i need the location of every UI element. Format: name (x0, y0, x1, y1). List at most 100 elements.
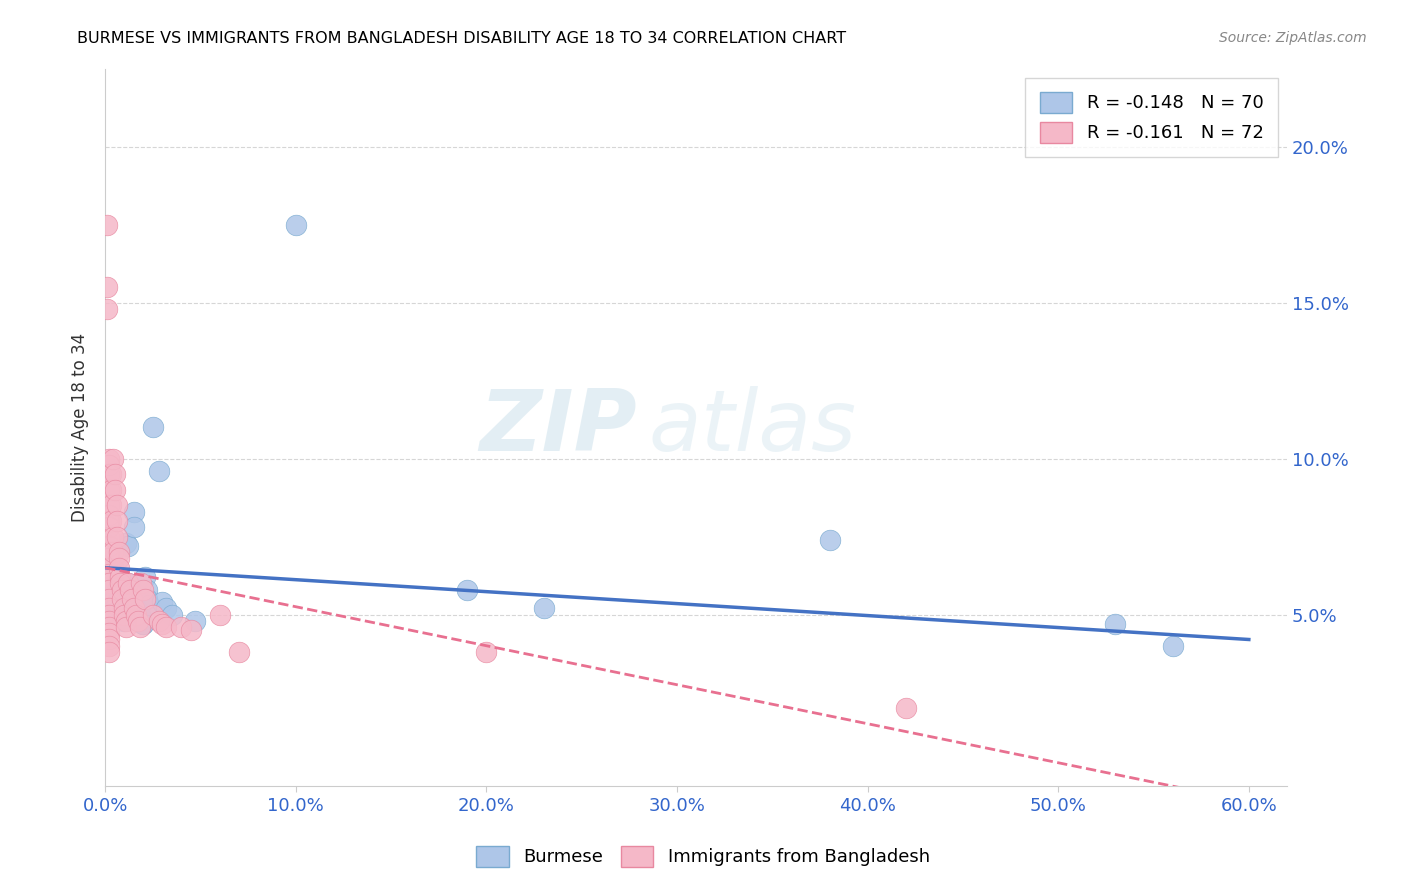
Point (98, 483, 121, 497)
Point (115, 614, 138, 628)
Point (134, 591, 156, 606)
Point (105, 595, 128, 609)
Text: BURMESE VS IMMIGRANTS FROM BANGLADESH DISABILITY AGE 18 TO 34 CORRELATION CHART: BURMESE VS IMMIGRANTS FROM BANGLADESH DI… (77, 31, 846, 46)
Point (98, 591, 121, 606)
Point (122, 520, 145, 534)
Point (98, 614, 121, 628)
Point (107, 545, 129, 559)
Point (98, 535, 121, 549)
Point (894, 701, 917, 715)
Point (111, 604, 134, 618)
Point (98, 566, 121, 581)
Point (111, 591, 134, 606)
Point (98, 451, 121, 466)
Point (104, 582, 127, 597)
Point (98, 499, 121, 513)
Point (118, 582, 141, 597)
Point (100, 591, 122, 606)
Point (131, 614, 153, 628)
Point (112, 607, 135, 622)
Point (98, 632, 121, 647)
Point (180, 623, 202, 637)
Point (112, 614, 135, 628)
Legend: Burmese, Immigrants from Bangladesh: Burmese, Immigrants from Bangladesh (468, 838, 938, 874)
Point (110, 601, 132, 615)
Point (107, 576, 129, 591)
Point (122, 595, 145, 609)
Point (208, 607, 231, 622)
Point (100, 483, 122, 497)
Point (100, 576, 122, 591)
Point (132, 582, 155, 597)
Point (100, 467, 122, 482)
Point (100, 560, 122, 574)
Point (155, 601, 177, 615)
Point (1161, 639, 1184, 653)
Point (117, 576, 139, 591)
Point (115, 620, 138, 634)
Point (105, 529, 128, 543)
Point (100, 566, 122, 581)
Point (125, 601, 148, 615)
Text: Source: ZipAtlas.com: Source: ZipAtlas.com (1219, 31, 1367, 45)
Legend: R = -0.148   N = 70, R = -0.161   N = 72: R = -0.148 N = 70, R = -0.161 N = 72 (1025, 78, 1278, 157)
Point (111, 607, 134, 622)
Point (152, 595, 174, 609)
Point (96, 301, 118, 316)
Point (121, 591, 143, 606)
Point (100, 589, 122, 603)
Point (122, 601, 145, 615)
Point (160, 607, 183, 622)
Point (118, 582, 141, 597)
Point (100, 595, 122, 609)
Point (228, 645, 250, 659)
Point (101, 560, 124, 574)
Point (98, 560, 121, 574)
Point (128, 620, 150, 634)
Point (100, 514, 122, 528)
Point (104, 483, 127, 497)
Point (96, 218, 118, 232)
Point (105, 595, 128, 609)
Point (100, 601, 122, 615)
Point (148, 464, 170, 478)
Point (98, 520, 121, 534)
Point (138, 598, 160, 612)
Point (101, 570, 124, 584)
Point (121, 591, 143, 606)
Point (98, 545, 121, 559)
Point (117, 539, 139, 553)
Point (127, 604, 149, 618)
Point (101, 451, 124, 466)
Point (131, 610, 153, 624)
Point (98, 551, 121, 566)
Point (100, 598, 122, 612)
Point (100, 607, 122, 622)
Point (136, 582, 159, 597)
Point (98, 601, 121, 615)
Point (98, 514, 121, 528)
Point (101, 576, 124, 591)
Point (122, 505, 145, 519)
Point (818, 533, 841, 547)
Point (101, 529, 124, 543)
Point (100, 551, 122, 566)
Point (475, 645, 498, 659)
Point (128, 607, 150, 622)
Point (152, 616, 174, 631)
Point (170, 620, 193, 634)
Point (115, 535, 138, 549)
Point (128, 607, 150, 622)
Point (107, 551, 129, 566)
Point (105, 499, 128, 513)
Point (104, 591, 127, 606)
Point (148, 614, 170, 628)
Point (110, 601, 132, 615)
Point (127, 614, 149, 628)
Point (104, 585, 127, 599)
Point (105, 598, 128, 612)
Y-axis label: Disability Age 18 to 34: Disability Age 18 to 34 (72, 333, 89, 522)
Point (142, 607, 165, 622)
Point (112, 610, 135, 624)
Point (112, 607, 135, 622)
